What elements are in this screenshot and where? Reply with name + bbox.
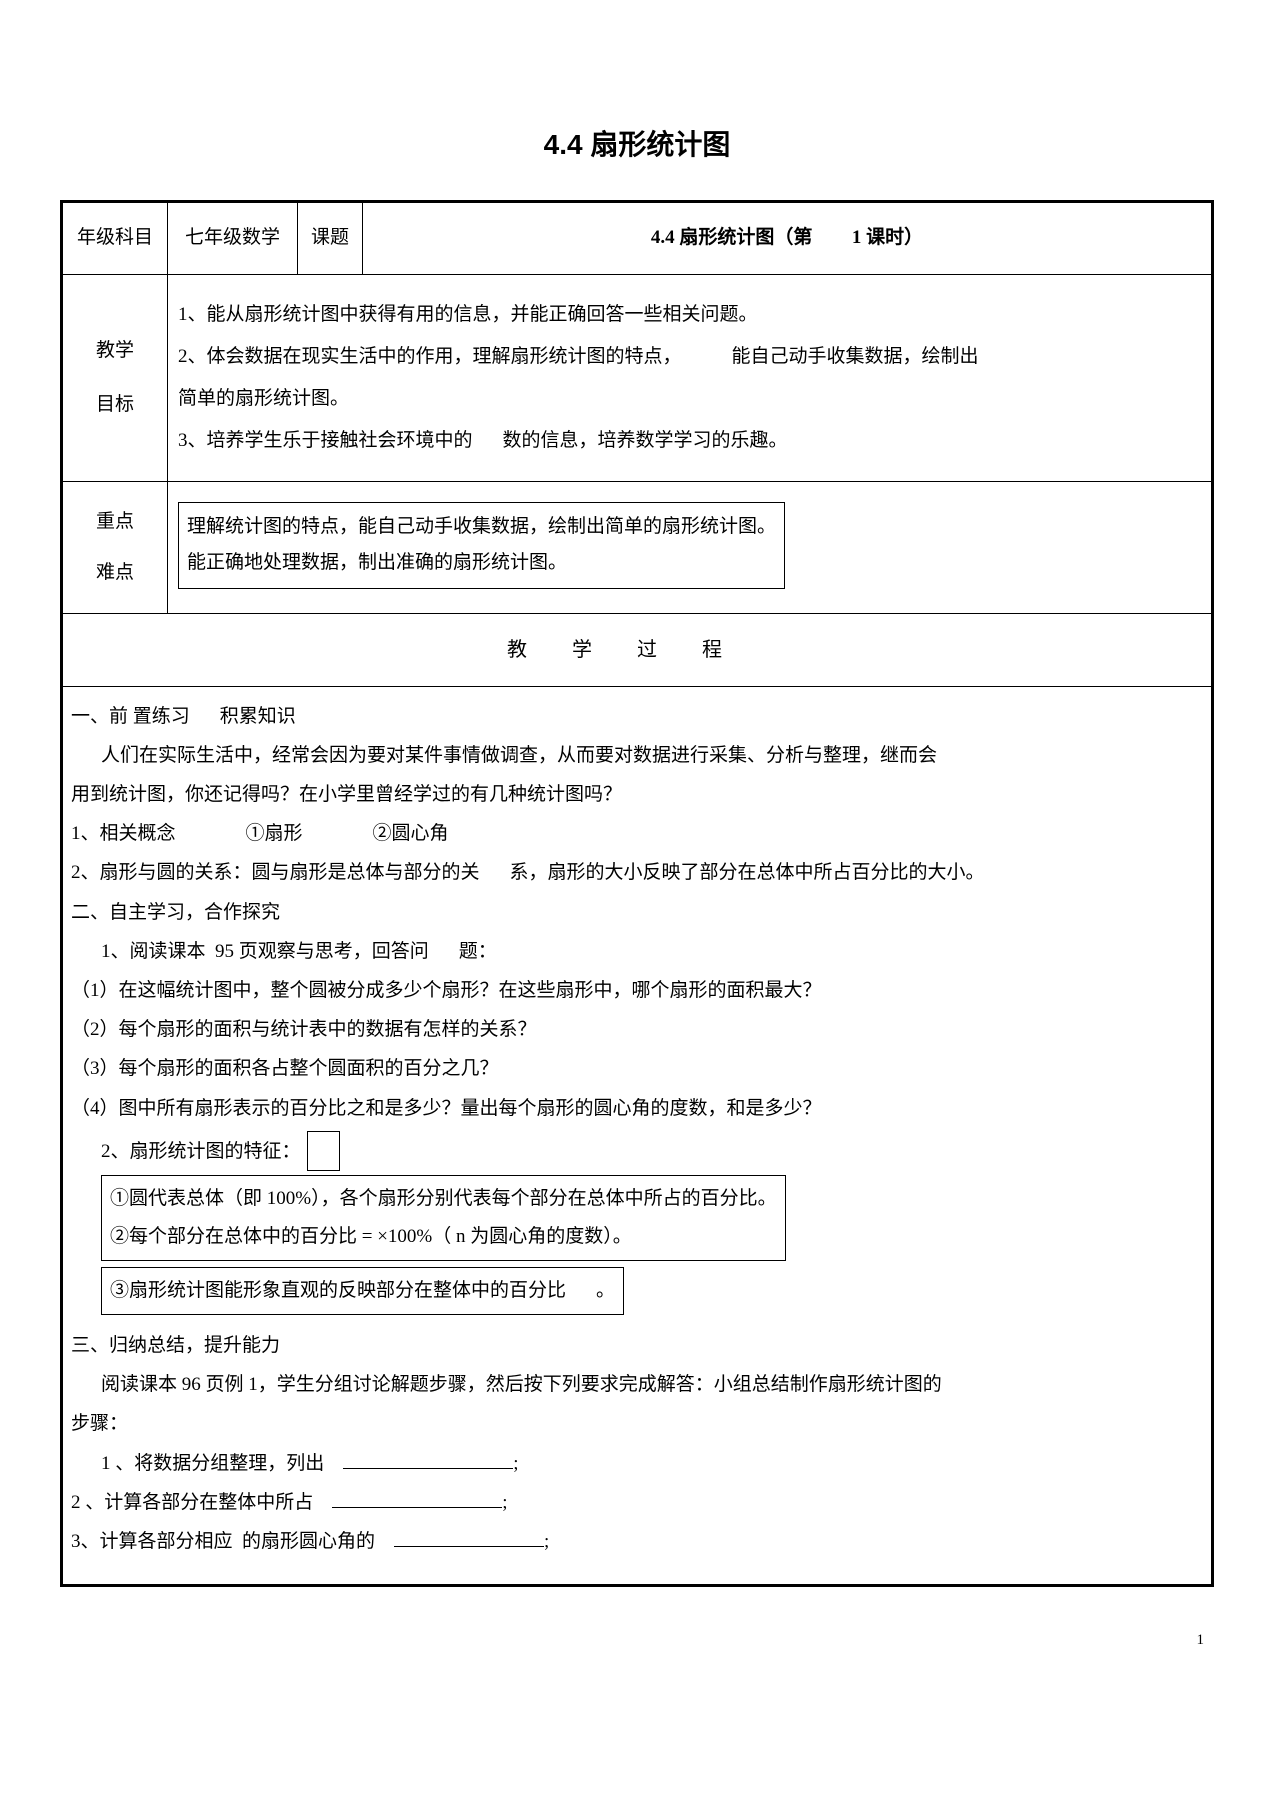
section3-s3: 3、计算各部分相应 的扇形圆心角的 ; — [71, 1525, 1203, 1559]
s1-title-a: 一、前 置练习 — [71, 706, 190, 727]
goals-label-1: 教学 — [96, 334, 134, 368]
semi-2: ; — [502, 1492, 507, 1513]
focus-box-line2: 能正确地处理数据，制出准确的扇形统计图。 — [187, 552, 567, 573]
blank-2 — [332, 1489, 502, 1508]
goal-line-2: 2、体会数据在现实生活中的作用，理解扇形统计图的特点， 能自己动手收集数据，绘制出 — [178, 340, 1201, 374]
goals-row: 教学 目标 1、能从扇形统计图中获得有用的信息，并能正确回答一些相关问题。 2、… — [63, 275, 1211, 483]
section2-q1: （1）在这幅统计图中，整个圆被分成多少个扇形？在这些扇形中，哪个扇形的面积最大？ — [71, 974, 1203, 1008]
section3-p2: 步骤： — [71, 1407, 1203, 1441]
s1-p3c: ②圆心角 — [373, 823, 449, 844]
section2-p2: 2、扇形统计图的特征： — [101, 1131, 301, 1169]
goal-line-1: 1、能从扇形统计图中获得有用的信息，并能正确回答一些相关问题。 — [178, 298, 1201, 332]
section3-s2: 2 、计算各部分在整体中所占 ; — [71, 1486, 1203, 1520]
s2-p1a: 1、阅读课本 — [101, 941, 206, 962]
focus-content: 理解统计图的特点，能自己动手收集数据，绘制出简单的扇形统计图。 能正确地处理数据… — [168, 482, 1211, 612]
section1-title: 一、前 置练习 积累知识 — [71, 700, 1203, 734]
section3-title: 三、归纳总结，提升能力 — [71, 1329, 1203, 1363]
header-row: 年级科目 七年级数学 课题 4.4 扇形统计图（第 1 课时） — [63, 203, 1211, 274]
section3-p1: 阅读课本 96 页例 1，学生分组讨论解题步骤，然后按下列要求完成解答：小组总结… — [71, 1368, 1203, 1402]
section2-q3: （3）每个扇形的面积各占整个圆面积的百分之几？ — [71, 1052, 1203, 1086]
section1-p2: 用到统计图，你还记得吗？在小学里曾经学过的有几种统计图吗？ — [71, 778, 1203, 812]
s1-p4b: 系，扇形的大小反映了部分在总体中所占百分比的大小。 — [510, 862, 985, 883]
focus-box-line1: 理解统计图的特点，能自己动手收集数据，绘制出简单的扇形统计图。 — [187, 516, 776, 537]
s1-p3b: ①扇形 — [246, 823, 303, 844]
process-body: 一、前 置练习 积累知识 人们在实际生活中，经常会因为要对某件事情做调查，从而要对… — [63, 687, 1211, 1584]
grade-value: 七年级数学 — [168, 203, 298, 273]
lesson-plan-table: 年级科目 七年级数学 课题 4.4 扇形统计图（第 1 课时） 教学 目标 1、… — [60, 200, 1214, 1587]
goal-line-4: 3、培养学生乐于接触社会环境中的 数的信息，培养数学学习的乐趣。 — [178, 424, 1201, 458]
focus-label-1: 重点 — [96, 505, 134, 539]
goal-4a: 3、培养学生乐于接触社会环境中的 — [178, 430, 473, 451]
section2-q4: （4）图中所有扇形表示的百分比之和是多少？量出每个扇形的圆心角的度数，和是多少？ — [71, 1092, 1203, 1126]
section1-p1: 人们在实际生活中，经常会因为要对某件事情做调查，从而要对数据进行采集、分析与整理… — [71, 739, 1203, 773]
page-number: 1 — [60, 1627, 1214, 1654]
s1-p3a: 1、相关概念 — [71, 823, 176, 844]
blank-3 — [394, 1528, 544, 1547]
blank-1 — [343, 1450, 513, 1469]
features-box: ①圆代表总体（即 100%），各个扇形分别代表每个部分在总体中所占的百分比。 ②… — [101, 1175, 786, 1261]
focus-box: 理解统计图的特点，能自己动手收集数据，绘制出简单的扇形统计图。 能正确地处理数据… — [178, 502, 785, 588]
section2-title: 二、自主学习，合作探究 — [71, 896, 1203, 930]
process-header: 教学过程 — [63, 614, 1211, 687]
s3-s3a: 3、计算各部分相应 — [71, 1531, 233, 1552]
focus-label-2: 难点 — [96, 556, 134, 590]
features-line1: ①圆代表总体（即 100%），各个扇形分别代表每个部分在总体中所占的百分比。 — [110, 1188, 777, 1209]
features-empty-box — [307, 1131, 340, 1171]
goal-2b: 能自己动手收集数据，绘制出 — [732, 346, 979, 367]
section1-p4: 2、扇形与圆的关系：圆与扇形是总体与部分的关 系，扇形的大小反映了部分在总体中所占… — [71, 856, 1203, 890]
features-end-box: ③扇形统计图能形象直观的反映部分在整体中的百分比 。 — [101, 1267, 624, 1315]
focus-label: 重点 难点 — [63, 482, 168, 612]
features-wrap: 2、扇形统计图的特征： — [101, 1131, 1203, 1171]
goals-content: 1、能从扇形统计图中获得有用的信息，并能正确回答一些相关问题。 2、体会数据在现… — [168, 275, 1211, 482]
goal-4b: 数的信息，培养数学学习的乐趣。 — [503, 430, 788, 451]
s1-p4a: 2、扇形与圆的关系：圆与扇形是总体与部分的关 — [71, 862, 480, 883]
grade-label: 年级科目 — [63, 203, 168, 273]
features-line2: ②每个部分在总体中的百分比 = ×100%（ n 为圆心角的度数）。 — [110, 1226, 632, 1247]
goal-line-3: 简单的扇形统计图。 — [178, 382, 1201, 416]
goals-label-2: 目标 — [96, 388, 134, 422]
s2-end-b: 。 — [596, 1280, 615, 1301]
section2-p1: 1、阅读课本 95 页观察与思考，回答问 题： — [71, 935, 1203, 969]
s2-p1b: 95 页观察与思考，回答问 — [215, 941, 429, 962]
section3-s1: 1 、将数据分组整理，列出 ; — [71, 1447, 1203, 1481]
section1-p3: 1、相关概念 ①扇形 ②圆心角 — [71, 817, 1203, 851]
s2-end-a: ③扇形统计图能形象直观的反映部分在整体中的百分比 — [110, 1280, 566, 1301]
goals-label: 教学 目标 — [63, 275, 168, 482]
semi-3: ; — [544, 1531, 549, 1552]
semi-1: ; — [513, 1453, 518, 1474]
s3-s2: 2 、计算各部分在整体中所占 — [71, 1492, 313, 1513]
focus-row: 重点 难点 理解统计图的特点，能自己动手收集数据，绘制出简单的扇形统计图。 能正… — [63, 482, 1211, 613]
topic-prefix: 4.4 扇形统计图（第 — [651, 227, 813, 248]
s3-s3b: 的扇形圆心角的 — [242, 1531, 375, 1552]
s2-p1c: 题： — [459, 941, 497, 962]
s3-s1: 1 、将数据分组整理，列出 — [101, 1453, 324, 1474]
s1-title-b: 积累知识 — [220, 706, 296, 727]
section2-q2: （2）每个扇形的面积与统计表中的数据有怎样的关系？ — [71, 1013, 1203, 1047]
topic-label: 课题 — [298, 203, 363, 273]
goal-2a: 2、体会数据在现实生活中的作用，理解扇形统计图的特点， — [178, 346, 682, 367]
topic-suffix: 课时） — [866, 227, 923, 248]
topic-num: 1 — [852, 227, 862, 248]
page-title: 4.4 扇形统计图 — [60, 120, 1214, 170]
topic-value: 4.4 扇形统计图（第 1 课时） — [363, 203, 1211, 273]
